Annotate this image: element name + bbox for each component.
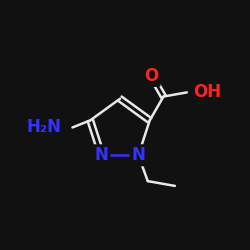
Text: N: N — [132, 146, 145, 164]
Text: H₂N: H₂N — [26, 118, 61, 136]
Text: N: N — [95, 146, 108, 164]
Text: O: O — [144, 67, 159, 85]
Text: OH: OH — [193, 84, 221, 102]
